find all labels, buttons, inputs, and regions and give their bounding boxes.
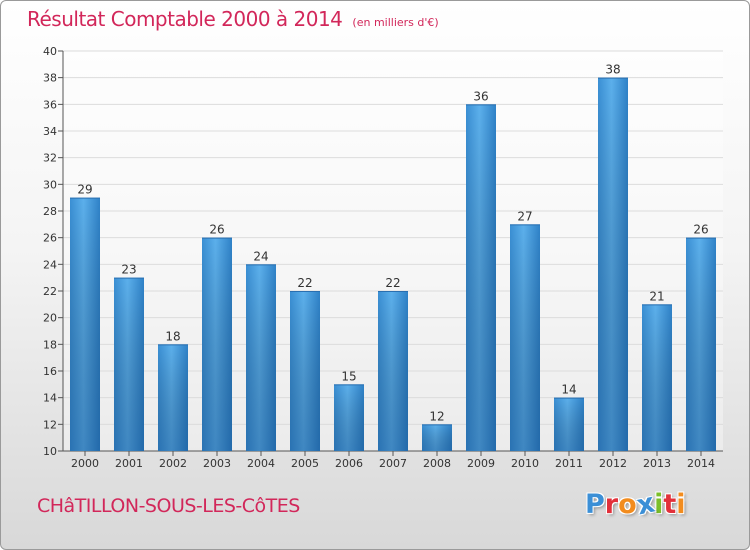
- bar-2000: [70, 197, 100, 451]
- x-tick-label: 2013: [643, 457, 671, 470]
- chart-subtitle: (en milliers d'€): [352, 16, 439, 29]
- bar-value-label: 22: [385, 276, 400, 290]
- x-tick-label: 2000: [71, 457, 99, 470]
- y-tick-label: 18: [43, 338, 57, 351]
- bar-value-label: 26: [209, 223, 224, 237]
- y-tick-label: 40: [43, 45, 57, 58]
- bar-2004: [246, 264, 276, 451]
- bar-shade: [642, 304, 672, 451]
- bar-value-label: 23: [121, 263, 136, 277]
- x-tick-label: 2003: [203, 457, 231, 470]
- logo-letter: i: [654, 489, 664, 520]
- x-tick-label: 2002: [159, 457, 187, 470]
- bar-value-label: 29: [77, 183, 92, 197]
- y-tick-label: 36: [43, 98, 57, 111]
- bar-shade: [422, 424, 452, 451]
- bar-value-label: 22: [297, 276, 312, 290]
- bar-shade: [114, 277, 144, 451]
- bar-shade: [554, 397, 584, 451]
- bar-2005: [290, 291, 320, 451]
- bar-layer: [70, 77, 716, 452]
- x-tick-label: 2008: [423, 457, 451, 470]
- x-tick-label: 2014: [687, 457, 715, 470]
- bar-shade: [466, 104, 496, 451]
- bar-2002: [158, 344, 188, 451]
- logo-letter: i: [676, 489, 686, 520]
- logo-letter: o: [618, 489, 637, 520]
- bar-shade: [290, 291, 320, 451]
- bar-shade: [686, 237, 716, 451]
- bar-2014: [686, 237, 716, 451]
- y-tick-label: 28: [43, 205, 57, 218]
- y-tick-label: 16: [43, 365, 57, 378]
- logo-letter: t: [663, 489, 677, 520]
- chart-title: Résultat Comptable 2000 à 2014: [27, 7, 343, 31]
- bar-2006: [334, 384, 364, 451]
- bar-shade: [378, 291, 408, 451]
- title-block: Résultat Comptable 2000 à 2014 (en millie…: [27, 7, 439, 31]
- proxiti-logo[interactable]: Proxiti: [585, 488, 686, 522]
- bar-shade: [246, 264, 276, 451]
- bar-2013: [642, 304, 672, 451]
- bar-value-label: 26: [693, 223, 708, 237]
- bar-shade: [510, 224, 540, 451]
- town-name: CHâTILLON-SOUS-LES-CôTES: [37, 495, 300, 517]
- bar-2001: [114, 277, 144, 451]
- bar-shade: [70, 197, 100, 451]
- bar-shade: [334, 384, 364, 451]
- y-tick-label: 26: [43, 232, 57, 245]
- x-tick-label: 2010: [511, 457, 539, 470]
- bar-shade: [202, 237, 232, 451]
- bar-value-label: 38: [605, 63, 620, 77]
- bar-2007: [378, 291, 408, 451]
- bar-value-label: 27: [517, 209, 532, 223]
- bar-2012: [598, 77, 628, 452]
- x-tick-label: 2007: [379, 457, 407, 470]
- y-tick-label: 38: [43, 72, 57, 85]
- bar-2003: [202, 237, 232, 451]
- bar-value-label: 21: [649, 289, 664, 303]
- y-tick-label: 22: [43, 285, 57, 298]
- bar-2010: [510, 224, 540, 451]
- bar-value-label: 18: [165, 329, 180, 343]
- x-tick-label: 2011: [555, 457, 583, 470]
- bar-2009: [466, 104, 496, 451]
- logo-letter: r: [604, 489, 619, 520]
- bar-shade: [158, 344, 188, 451]
- y-tick-label: 32: [43, 152, 57, 165]
- x-tick-label: 2006: [335, 457, 363, 470]
- y-tick-label: 10: [43, 445, 57, 458]
- y-tick-label: 30: [43, 178, 57, 191]
- y-tick-label: 34: [43, 125, 57, 138]
- bar-value-label: 24: [253, 249, 268, 263]
- bar-shade: [598, 77, 628, 452]
- x-tick-label: 2012: [599, 457, 627, 470]
- bar-value-label: 12: [429, 409, 444, 423]
- x-tick-label: 2005: [291, 457, 319, 470]
- x-tick-label: 2001: [115, 457, 143, 470]
- bar-2008: [422, 424, 452, 451]
- y-tick-label: 14: [43, 392, 57, 405]
- bar-2011: [554, 397, 584, 451]
- bar-value-label: 14: [561, 383, 576, 397]
- label-layer: 29 23 18 26 24 22 15 22 12 36 27 14 38 21 26: [77, 63, 708, 424]
- y-tick-label: 24: [43, 258, 57, 271]
- x-tick-label: 2009: [467, 457, 495, 470]
- bar-value-label: 15: [341, 369, 356, 383]
- y-tick-label: 12: [43, 418, 57, 431]
- bar-value-label: 36: [473, 89, 488, 103]
- y-tick-label: 20: [43, 312, 57, 325]
- x-tick-label: 2004: [247, 457, 275, 470]
- logo-letter: P: [585, 489, 605, 520]
